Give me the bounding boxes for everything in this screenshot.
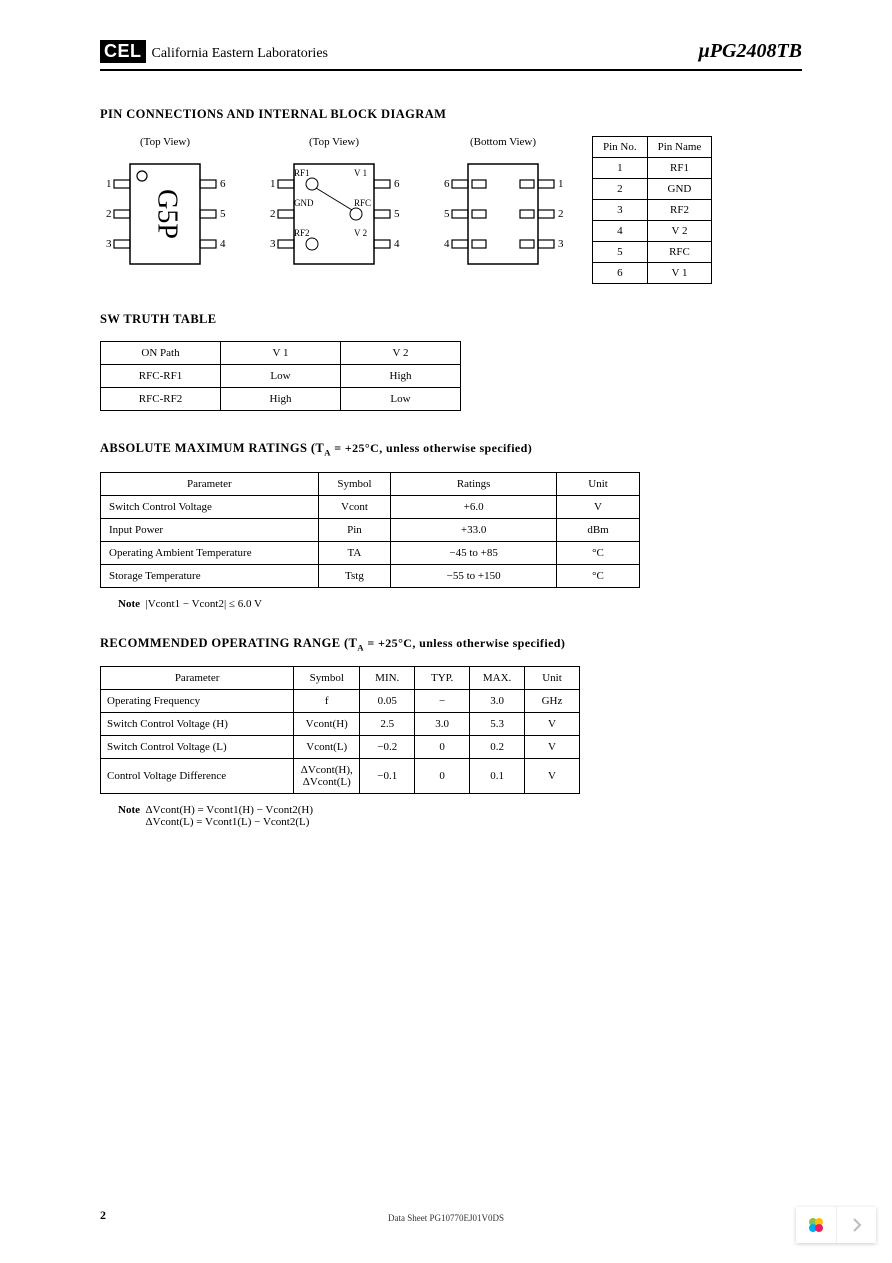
pdf-nav-widget: [796, 1207, 876, 1243]
svg-text:RF2: RF2: [294, 228, 310, 238]
header-bar: CEL California Eastern Laboratories μPG2…: [100, 40, 802, 71]
truth-table: ON Path V 1 V 2 RFC-RF1 Low High RFC-RF2…: [100, 341, 461, 411]
chip-internal-icon: 1 2 3 6 5 4 RF1 GND RF2 V 1 RFC V 2: [254, 154, 414, 274]
svg-text:5: 5: [220, 208, 226, 220]
section-amr: ABSOLUTE MAXIMUM RATINGS (TA = +25°C, un…: [100, 441, 802, 458]
chevron-right-icon: [852, 1218, 862, 1232]
svg-text:4: 4: [394, 238, 400, 250]
svg-text:6: 6: [444, 178, 450, 190]
ror-table: Parameter Symbol MIN. TYP. MAX. Unit Ope…: [100, 666, 580, 794]
svg-text:4: 4: [220, 238, 226, 250]
diagrams-row: (Top View) 1 2 3 6 5 4 G5P (Top: [100, 136, 802, 284]
svg-text:G5P: G5P: [152, 189, 183, 239]
next-page-button[interactable]: [836, 1207, 876, 1243]
svg-text:5: 5: [444, 208, 450, 220]
svg-text:3: 3: [106, 238, 112, 250]
svg-text:1: 1: [270, 178, 276, 190]
part-number: μPG2408TB: [699, 40, 802, 63]
svg-text:RFC: RFC: [354, 198, 371, 208]
home-button[interactable]: [796, 1207, 836, 1243]
diagram-bottom: (Bottom View) 6 5 4 1 2 3: [438, 136, 568, 279]
svg-text:RF1: RF1: [294, 168, 310, 178]
svg-text:1: 1: [106, 178, 112, 190]
pin-assignment-table: Pin No. Pin Name 1RF1 2GND 3RF2 4V 2 5RF…: [592, 136, 712, 284]
svg-text:V 2: V 2: [354, 228, 367, 238]
brand-logo: CEL: [100, 40, 146, 63]
svg-text:5: 5: [394, 208, 400, 220]
svg-text:1: 1: [558, 178, 564, 190]
logo-icon: [806, 1215, 826, 1235]
svg-text:2: 2: [106, 208, 112, 220]
brand-text: California Eastern Laboratories: [152, 46, 328, 62]
svg-text:2: 2: [558, 208, 564, 220]
svg-text:3: 3: [558, 238, 564, 250]
svg-text:4: 4: [444, 238, 450, 250]
amr-note: Note |Vcont1 − Vcont2| ≤ 6.0 V: [118, 598, 802, 610]
section-pin-block: PIN CONNECTIONS AND INTERNAL BLOCK DIAGR…: [100, 107, 802, 122]
pin-table-header: Pin Name: [647, 137, 712, 158]
svg-text:6: 6: [220, 178, 226, 190]
doc-id: Data Sheet PG10770EJ01V0DS: [0, 1213, 892, 1223]
diagram-internal: (Top View) 1 2 3 6 5 4 RF1 GND RF2 V 1 R…: [254, 136, 414, 279]
svg-text:3: 3: [270, 238, 276, 250]
pin-table-header: Pin No.: [593, 137, 648, 158]
svg-text:GND: GND: [294, 198, 314, 208]
chip-top-view-icon: 1 2 3 6 5 4 G5P: [100, 154, 230, 274]
svg-text:V 1: V 1: [354, 168, 367, 178]
section-truth: SW TRUTH TABLE: [100, 312, 802, 327]
svg-text:2: 2: [270, 208, 276, 220]
brand: CEL California Eastern Laboratories: [100, 40, 328, 63]
chip-bottom-view-icon: 6 5 4 1 2 3: [438, 154, 568, 274]
diagram-top-marking: (Top View) 1 2 3 6 5 4 G5P: [100, 136, 230, 279]
svg-text:6: 6: [394, 178, 400, 190]
section-ror: RECOMMENDED OPERATING RANGE (TA = +25°C,…: [100, 636, 802, 653]
ror-note: Note ΔVcont(H) = Vcont1(H) − Vcont2(H) Δ…: [118, 804, 802, 828]
amr-table: Parameter Symbol Ratings Unit Switch Con…: [100, 472, 640, 588]
